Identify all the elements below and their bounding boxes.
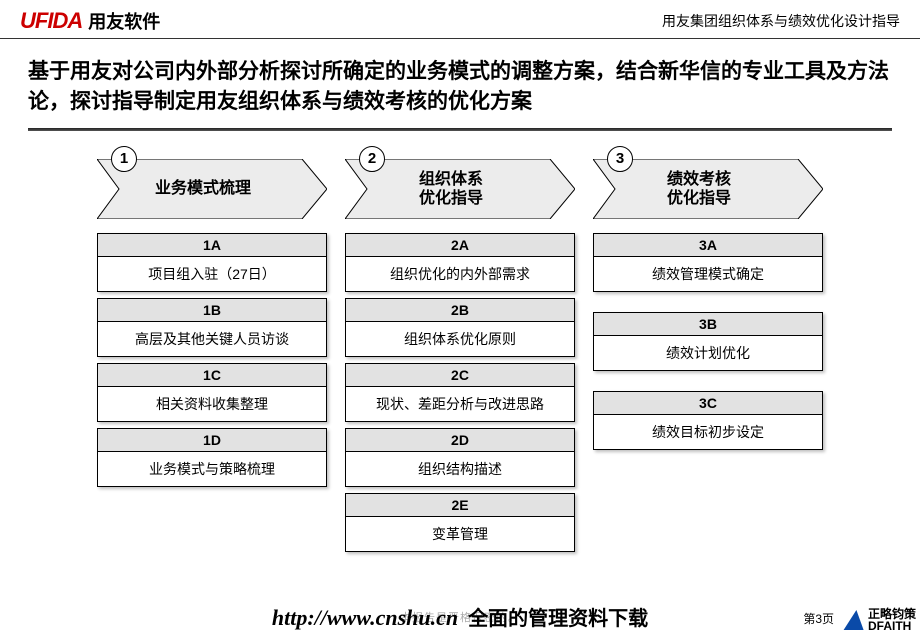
stage-number-badge: 3 xyxy=(607,146,633,172)
task-text: 绩效管理模式确定 xyxy=(594,257,822,291)
logo-cn: 用友软件 xyxy=(88,8,160,34)
logo-en: UFIDA xyxy=(20,8,82,34)
task-code: 1D xyxy=(98,429,326,452)
task-text: 绩效计划优化 xyxy=(594,336,822,370)
task-code: 3A xyxy=(594,234,822,257)
page-number: 第3页 xyxy=(803,610,834,627)
task-item: 3A绩效管理模式确定 xyxy=(593,233,823,292)
task-text: 变革管理 xyxy=(346,517,574,551)
task-item: 1D业务模式与策略梳理 xyxy=(97,428,327,487)
task-item: 1C相关资料收集整理 xyxy=(97,363,327,422)
header-subtitle: 用友集团组织体系与绩效优化设计指导 xyxy=(662,11,900,31)
stage-number-badge: 1 xyxy=(111,146,137,172)
task-code: 3B xyxy=(594,313,822,336)
task-text: 相关资料收集整理 xyxy=(98,387,326,421)
task-text: 高层及其他关键人员访谈 xyxy=(98,322,326,356)
task-code: 3C xyxy=(594,392,822,415)
process-chart: 1业务模式梳理 1A项目组入驻（27日） 1B高层及其他关键人员访谈 1C相关资料收集… xyxy=(90,159,830,552)
task-item: 2C现状、差距分析与改进思路 xyxy=(345,363,575,422)
bottom-right-logo: 正略钧策 DFAITH xyxy=(845,608,916,633)
task-code: 2C xyxy=(346,364,574,387)
task-text: 项目组入驻（27日） xyxy=(98,257,326,291)
logo-text: 正略钧策 DFAITH xyxy=(868,608,916,633)
stage-header: 2组织体系 优化指导 xyxy=(345,159,575,219)
logo-block: UFIDA 用友软件 xyxy=(20,8,160,34)
task-text: 组织体系优化原则 xyxy=(346,322,574,356)
task-item: 2E变革管理 xyxy=(345,493,575,552)
task-item: 2D组织结构描述 xyxy=(345,428,575,487)
process-column: 2组织体系 优化指导 2A组织优化的内外部需求 2B组织体系优化原则 2C现状、差距分… xyxy=(345,159,575,552)
footer-url: http://www.cnshu.cn xyxy=(272,605,458,631)
task-item: 3B绩效计划优化 xyxy=(593,312,823,371)
slide-header: UFIDA 用友软件 用友集团组织体系与绩效优化设计指导 xyxy=(0,0,920,39)
title-divider xyxy=(28,128,892,131)
stage-header: 1业务模式梳理 xyxy=(97,159,327,219)
task-code: 2D xyxy=(346,429,574,452)
page-title: 基于用友对公司内外部分析探讨所确定的业务模式的调整方案，结合新华信的专业工具及方… xyxy=(28,57,892,118)
task-item: 2B组织体系优化原则 xyxy=(345,298,575,357)
task-item: 1B高层及其他关键人员访谈 xyxy=(97,298,327,357)
stage-number-badge: 2 xyxy=(359,146,385,172)
logo-triangle-icon xyxy=(844,610,867,630)
task-code: 2A xyxy=(346,234,574,257)
logo-text-bottom: DFAITH xyxy=(868,620,916,633)
footer-tagline: 全面的管理资料下载 xyxy=(468,602,648,631)
process-column: 3绩效考核 优化指导 3A绩效管理模式确定 3B绩效计划优化 3C绩效目标初步设定 xyxy=(593,159,823,552)
task-text: 组织优化的内外部需求 xyxy=(346,257,574,291)
task-item: 2A组织优化的内外部需求 xyxy=(345,233,575,292)
task-item: 1A项目组入驻（27日） xyxy=(97,233,327,292)
stage-header: 3绩效考核 优化指导 xyxy=(593,159,823,219)
task-item: 3C绩效目标初步设定 xyxy=(593,391,823,450)
task-text: 现状、差距分析与改进思路 xyxy=(346,387,574,421)
task-text: 业务模式与策略梳理 xyxy=(98,452,326,486)
task-code: 1C xyxy=(98,364,326,387)
task-code: 1B xyxy=(98,299,326,322)
footer: http://www.cnshu.cn 全面的管理资料下载 xyxy=(0,602,920,631)
task-text: 组织结构描述 xyxy=(346,452,574,486)
task-code: 2E xyxy=(346,494,574,517)
task-text: 绩效目标初步设定 xyxy=(594,415,822,449)
process-column: 1业务模式梳理 1A项目组入驻（27日） 1B高层及其他关键人员访谈 1C相关资料收集… xyxy=(97,159,327,552)
task-code: 1A xyxy=(98,234,326,257)
task-code: 2B xyxy=(346,299,574,322)
title-area: 基于用友对公司内外部分析探讨所确定的业务模式的调整方案，结合新华信的专业工具及方… xyxy=(0,39,920,124)
